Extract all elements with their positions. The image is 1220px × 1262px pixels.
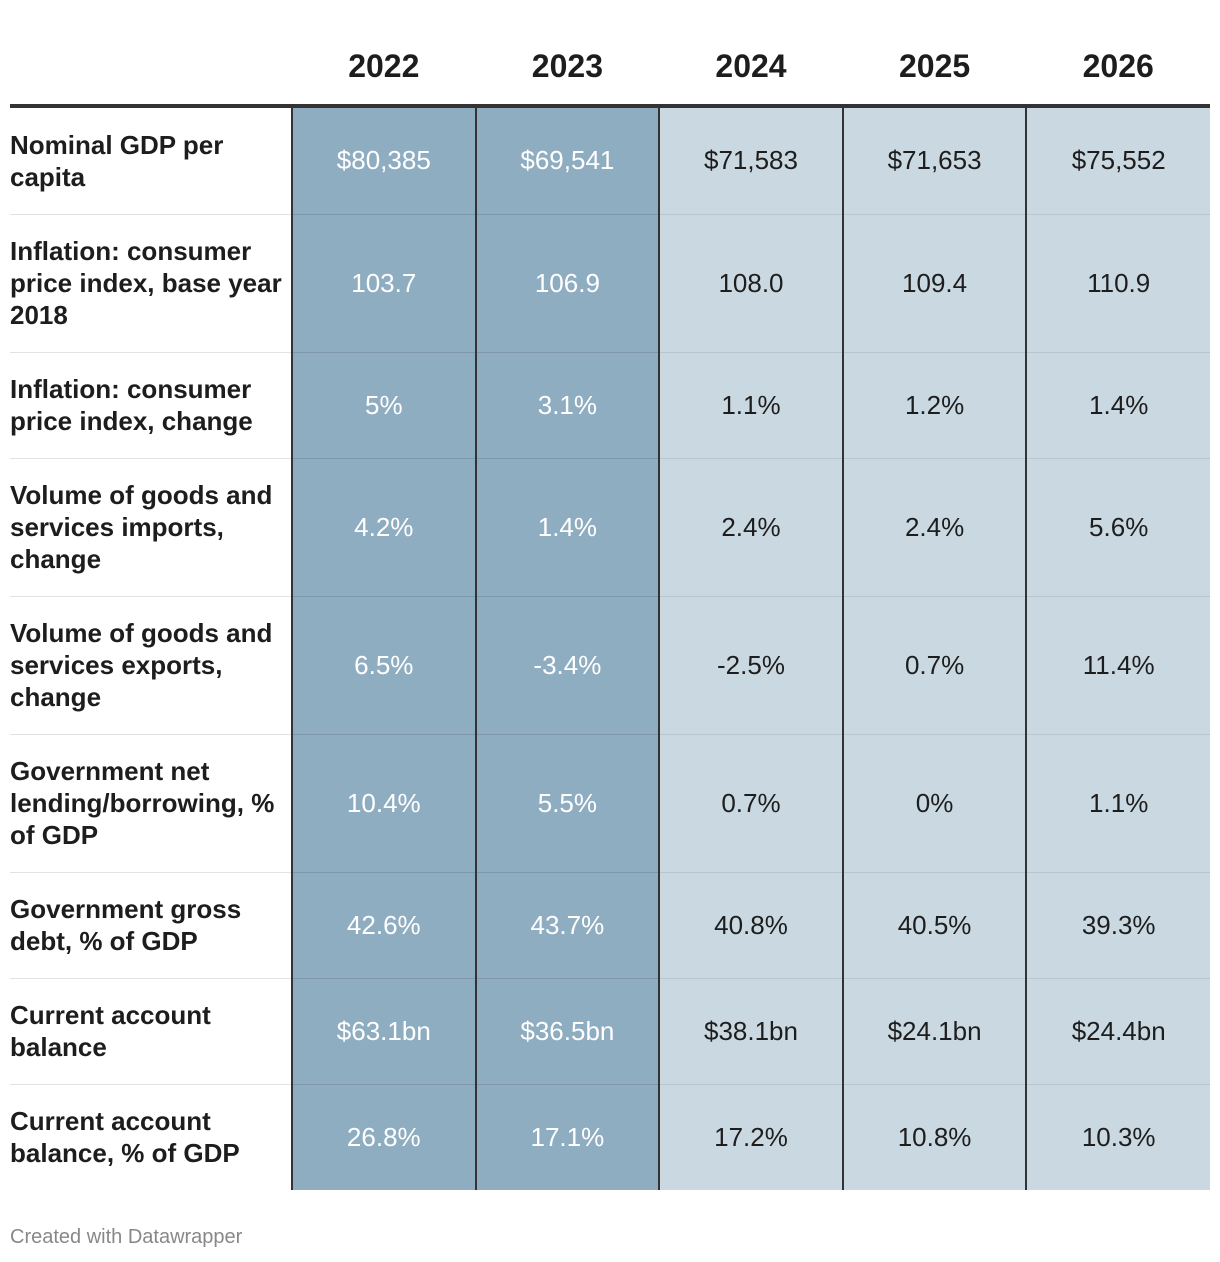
table-cell: 2.4% bbox=[658, 458, 843, 597]
table-cell: 1.1% bbox=[1025, 734, 1210, 873]
table-row: Current account balance $63.1bn $36.5bn $38… bbox=[10, 978, 1210, 1085]
row-label: Inflation: consumer price index, change bbox=[10, 352, 292, 459]
datawrapper-credit: Created with Datawrapper bbox=[10, 1226, 243, 1248]
column-header: 2023 bbox=[475, 30, 660, 108]
table-cell: 3.1% bbox=[474, 352, 660, 459]
table-cell: 108.0 bbox=[658, 214, 843, 353]
table-cell: 39.3% bbox=[1025, 872, 1210, 979]
table-cell: 0.7% bbox=[658, 734, 843, 873]
table-cell: 110.9 bbox=[1025, 214, 1210, 353]
table-cell: $71,583 bbox=[658, 106, 843, 215]
row-label: Volume of goods and services imports, ch… bbox=[10, 458, 292, 597]
table-cell: $71,653 bbox=[841, 106, 1027, 215]
table-cell: -3.4% bbox=[474, 596, 660, 735]
table-cell: 43.7% bbox=[474, 872, 660, 979]
table-row: Inflation: consumer price index, base ye… bbox=[10, 214, 1210, 353]
table-cell: 40.5% bbox=[841, 872, 1027, 979]
row-label: Government net lending/borrowing, % of G… bbox=[10, 734, 292, 873]
table-cell: 40.8% bbox=[658, 872, 843, 979]
data-table-container: 2022 2023 2024 2025 2026 Nominal GDP per… bbox=[10, 30, 1210, 1190]
row-label: Nominal GDP per capita bbox=[10, 106, 292, 215]
table-cell: $24.1bn bbox=[841, 978, 1027, 1085]
table-cell: 5.6% bbox=[1025, 458, 1210, 597]
table-cell: 1.4% bbox=[1025, 352, 1210, 459]
table-cell: 1.1% bbox=[658, 352, 843, 459]
row-label: Government gross debt, % of GDP bbox=[10, 872, 292, 979]
table-cell: 1.4% bbox=[474, 458, 660, 597]
table-cell: 17.2% bbox=[658, 1084, 843, 1190]
table-cell: 103.7 bbox=[291, 214, 476, 353]
table-row: Volume of goods and services exports, ch… bbox=[10, 596, 1210, 735]
table-cell: 5.5% bbox=[474, 734, 660, 873]
column-header: 2026 bbox=[1026, 30, 1210, 108]
column-header: 2025 bbox=[842, 30, 1027, 108]
table-row: Current account balance, % of GDP 26.8% 17… bbox=[10, 1084, 1210, 1190]
table-cell: $69,541 bbox=[474, 106, 660, 215]
table-cell: $24.4bn bbox=[1025, 978, 1210, 1085]
economic-indicators-table: 2022 2023 2024 2025 2026 Nominal GDP per… bbox=[10, 30, 1210, 1190]
column-header: 2024 bbox=[659, 30, 843, 108]
table-row: Nominal GDP per capita $80,385 $69,541 $71,… bbox=[10, 106, 1210, 215]
table-cell: $38.1bn bbox=[658, 978, 843, 1085]
table-cell: $75,552 bbox=[1025, 106, 1210, 215]
table-cell: 10.4% bbox=[291, 734, 476, 873]
table-cell: 4.2% bbox=[291, 458, 476, 597]
row-label: Current account balance, % of GDP bbox=[10, 1106, 240, 1169]
table-cell: 109.4 bbox=[841, 214, 1027, 353]
table-row: Government net lending/borrowing, % of G… bbox=[10, 734, 1210, 873]
table-row: Inflation: consumer price index, change 5… bbox=[10, 352, 1210, 459]
row-label: Current account balance bbox=[10, 978, 292, 1085]
table-cell: 11.4% bbox=[1025, 596, 1210, 735]
table-cell: $63.1bn bbox=[291, 978, 476, 1085]
table-cell: 10.8% bbox=[841, 1084, 1027, 1190]
row-label: Volume of goods and services exports, ch… bbox=[10, 596, 292, 735]
column-header: 2022 bbox=[292, 30, 476, 108]
table-cell: 42.6% bbox=[291, 872, 476, 979]
table-cell: 0.7% bbox=[841, 596, 1027, 735]
header-row: 2022 2023 2024 2025 2026 bbox=[10, 30, 1210, 108]
table-cell: -2.5% bbox=[658, 596, 843, 735]
row-label: Inflation: consumer price index, base ye… bbox=[10, 214, 292, 353]
table-row: Government gross debt, % of GDP 42.6% 43.7… bbox=[10, 872, 1210, 979]
table-cell: $36.5bn bbox=[474, 978, 660, 1085]
table-cell: 17.1% bbox=[474, 1084, 660, 1190]
table-cell: 6.5% bbox=[291, 596, 476, 735]
table-cell: 5% bbox=[291, 352, 476, 459]
table-cell: 2.4% bbox=[841, 458, 1027, 597]
table-cell: 0% bbox=[841, 734, 1027, 873]
table-cell: $80,385 bbox=[291, 106, 476, 215]
table-cell: 26.8% bbox=[291, 1084, 476, 1190]
header-corner bbox=[10, 30, 292, 108]
table-cell: 10.3% bbox=[1025, 1084, 1210, 1190]
table-row: Volume of goods and services imports, ch… bbox=[10, 458, 1210, 597]
table-cell: 1.2% bbox=[841, 352, 1027, 459]
table-cell: 106.9 bbox=[474, 214, 660, 353]
